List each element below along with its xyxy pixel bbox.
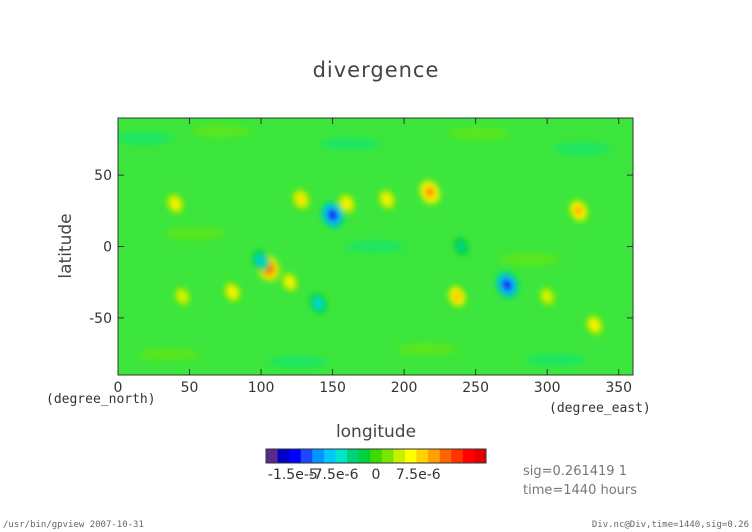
colorbar-swatch <box>462 449 475 463</box>
colorbar-swatch <box>439 449 452 463</box>
field-feature <box>576 207 582 214</box>
field-texture <box>268 356 329 369</box>
colorbar-swatch <box>266 449 279 463</box>
axes: 0 50 100 150 200 250 300 350 50 0 -50 <box>89 118 633 396</box>
divergence-field <box>118 124 612 369</box>
field-texture <box>500 253 560 266</box>
sig-label: sig=0.261419 1 <box>523 464 627 479</box>
x-tick-label: 100 <box>248 380 275 396</box>
colorbar-swatch <box>323 449 336 463</box>
colorbar-swatch <box>289 449 302 463</box>
field-feature <box>298 196 304 203</box>
y-unit-label: (degree_north) <box>46 392 156 407</box>
colorbar-swatch <box>381 449 394 463</box>
colorbar-swatch <box>358 449 371 463</box>
x-tick-label: 300 <box>534 380 561 396</box>
field-feature <box>454 293 460 300</box>
field-texture <box>139 348 200 361</box>
colorbar-label: -1.5e-5 <box>268 467 318 483</box>
y-axis-label: latitude <box>56 213 76 278</box>
colorbar-swatch <box>416 449 429 463</box>
x-tick-label: 250 <box>462 380 489 396</box>
field-feature <box>545 294 550 299</box>
y-tick-label: 50 <box>94 168 112 184</box>
footer-left: /usr/bin/gpview 2007-10-31 <box>3 520 144 530</box>
field-texture <box>191 124 251 137</box>
colorbar-swatch <box>335 449 348 463</box>
colorbar: -1.5e-5-7.5e-6 0 7.5e-6 <box>265 448 487 483</box>
colorbar-label: -7.5e-6 <box>309 467 359 483</box>
field-texture <box>525 353 586 366</box>
x-tick-label: 50 <box>181 380 199 396</box>
field-texture <box>397 343 457 356</box>
field-feature <box>173 201 178 207</box>
field-texture <box>118 132 174 145</box>
x-tick-label: 150 <box>319 380 346 396</box>
colorbar-swatch <box>312 449 325 463</box>
field-feature <box>427 189 433 196</box>
x-tick-label: 350 <box>605 380 632 396</box>
field-texture <box>345 240 406 253</box>
y-tick-label: 0 <box>103 240 112 256</box>
colorbar-swatch <box>370 449 383 463</box>
x-tick-label: 200 <box>391 380 418 396</box>
field-feature <box>316 301 321 307</box>
colorbar-swatch <box>393 449 406 463</box>
colorbar-swatch <box>347 449 360 463</box>
field-texture <box>319 137 380 150</box>
field-feature <box>329 211 336 219</box>
field-feature <box>459 244 464 249</box>
colorbar-swatch <box>404 449 418 463</box>
colorbar-swatch <box>474 449 487 463</box>
field-feature <box>287 279 292 285</box>
field-texture <box>165 227 226 240</box>
chart-title: divergence <box>312 58 440 82</box>
colorbar-frame <box>265 448 487 464</box>
field-texture <box>551 142 612 155</box>
field-feature <box>258 258 264 264</box>
field-feature <box>344 201 350 207</box>
time-label: time=1440 hours <box>523 483 637 498</box>
field-texture <box>448 127 509 140</box>
y-tick-label: -50 <box>89 311 112 327</box>
colorbar-label: 0 <box>372 467 381 483</box>
x-tick-label: 0 <box>114 380 123 396</box>
field-feature <box>384 196 390 202</box>
field-feature <box>504 281 511 289</box>
field-feature <box>180 294 185 299</box>
colorbar-swatch <box>277 449 290 463</box>
field-feature <box>592 322 597 328</box>
x-axis-label: longitude <box>336 422 416 442</box>
footer-right: Div.nc@Div,time=1440,sig=0.26 <box>592 520 749 530</box>
colorbar-label: 7.5e-6 <box>396 467 441 483</box>
colorbar-swatch <box>300 449 313 463</box>
colorbar-swatch <box>428 449 441 463</box>
x-unit-label: (degree_east) <box>549 401 651 416</box>
colorbar-swatch <box>451 449 464 463</box>
field-feature <box>230 289 235 295</box>
